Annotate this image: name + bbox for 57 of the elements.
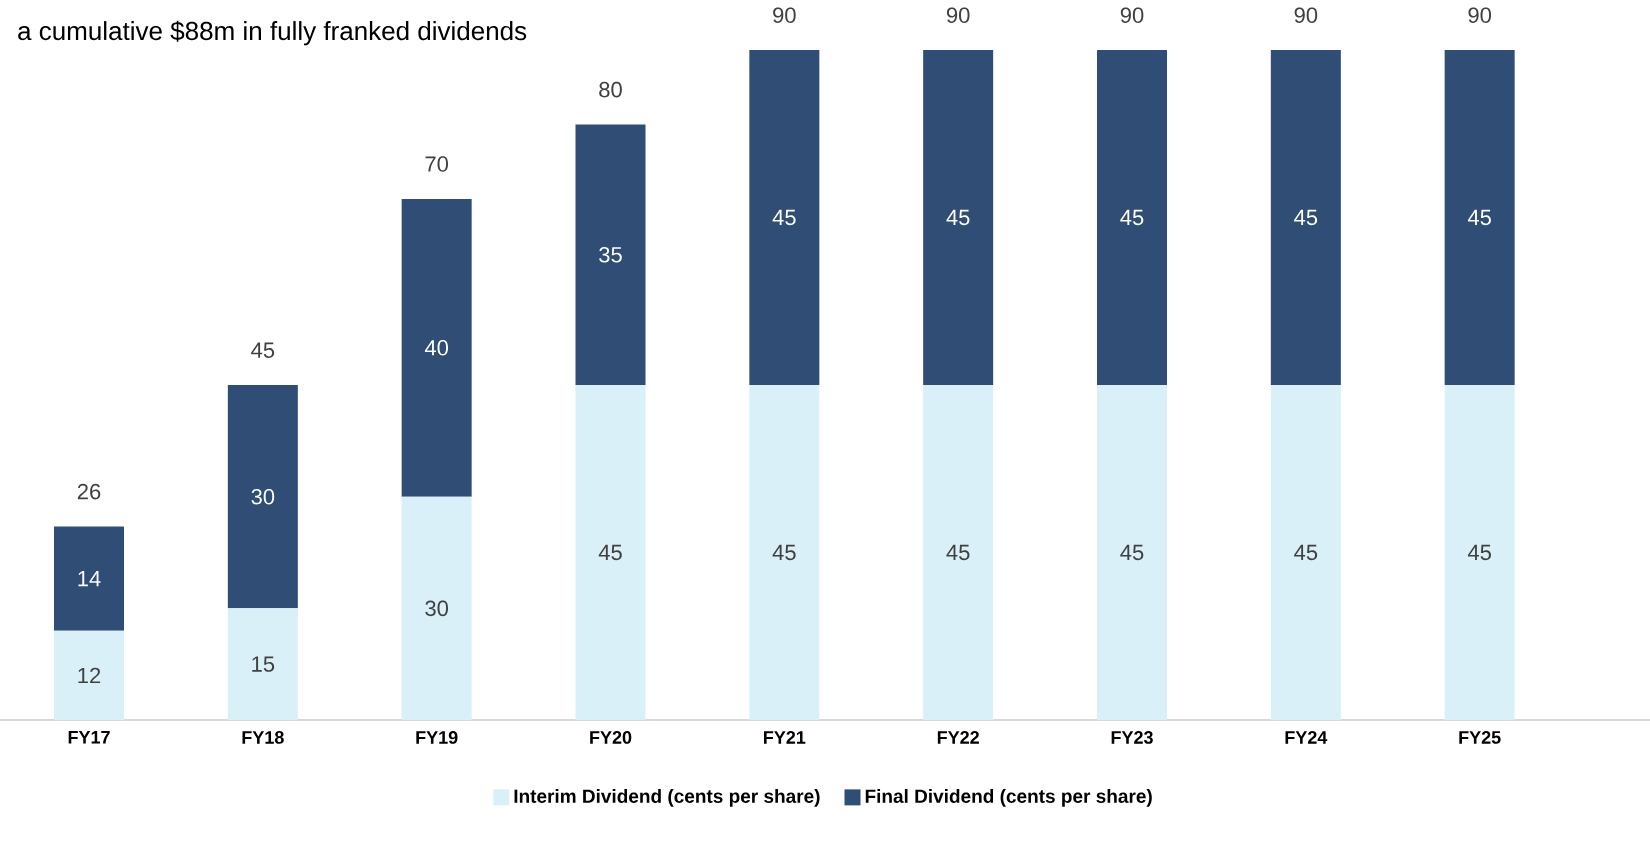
bar [54,526,124,631]
data-label: 15 [252,656,275,672]
bar [749,50,820,386]
data-label: 30 [251,488,275,505]
bar [575,124,646,386]
x-tick-label: FY23 [1111,731,1153,744]
total-label: 90 [1294,7,1318,23]
data-label: 45 [1467,544,1491,561]
total-label: 90 [773,7,796,23]
data-label: 45 [1467,209,1491,226]
data-label: 45 [772,209,796,226]
x-tick-label: FY22 [937,731,979,744]
bar [401,198,472,497]
data-label: 45 [772,544,796,561]
data-label: 45 [1120,544,1144,561]
data-label: 45 [1294,544,1318,561]
bar [923,50,994,386]
bar [401,496,472,720]
data-label: 30 [425,600,449,617]
bar [227,608,298,720]
bar [1270,385,1341,720]
data-label: 45 [598,544,622,561]
x-tick-label: FY24 [1285,731,1328,744]
data-label: 40 [424,340,449,356]
bar [749,385,820,720]
total-label: 90 [1468,7,1492,23]
data-label: 45 [946,544,970,561]
bar [1444,50,1515,386]
x-tick-label: FY20 [590,731,632,744]
data-label: 35 [599,246,622,263]
data-label: 45 [1294,209,1318,226]
x-tick-label: FY17 [68,731,110,744]
x-tick-label: FY19 [416,731,458,744]
x-tick-label: FY18 [242,731,284,744]
bar [1270,50,1341,386]
total-label: 90 [946,7,970,23]
bar [1444,385,1515,720]
bar [54,630,124,720]
chart-title: a cumulative $88m in fully franked dividends [18,20,527,46]
total-label: 45 [251,342,275,358]
legend-label: Final Dividend (cents per share) [865,788,1152,807]
bar [227,385,298,609]
data-label: 14 [78,571,101,587]
bar [1097,50,1167,386]
total-label: 90 [1120,7,1144,23]
legend-label: Interim Dividend (cents per share) [514,788,820,807]
data-label: 45 [946,209,970,226]
data-label: 45 [1120,209,1144,226]
bar [1097,385,1167,720]
total-label: 70 [425,156,449,172]
x-tick-label: FY21 [764,731,806,744]
data-label: 12 [78,667,101,684]
x-tick-label: FY25 [1459,731,1501,744]
bar [575,385,646,720]
bar [923,385,994,720]
total-label: 26 [77,483,101,500]
total-label: 80 [599,81,622,98]
